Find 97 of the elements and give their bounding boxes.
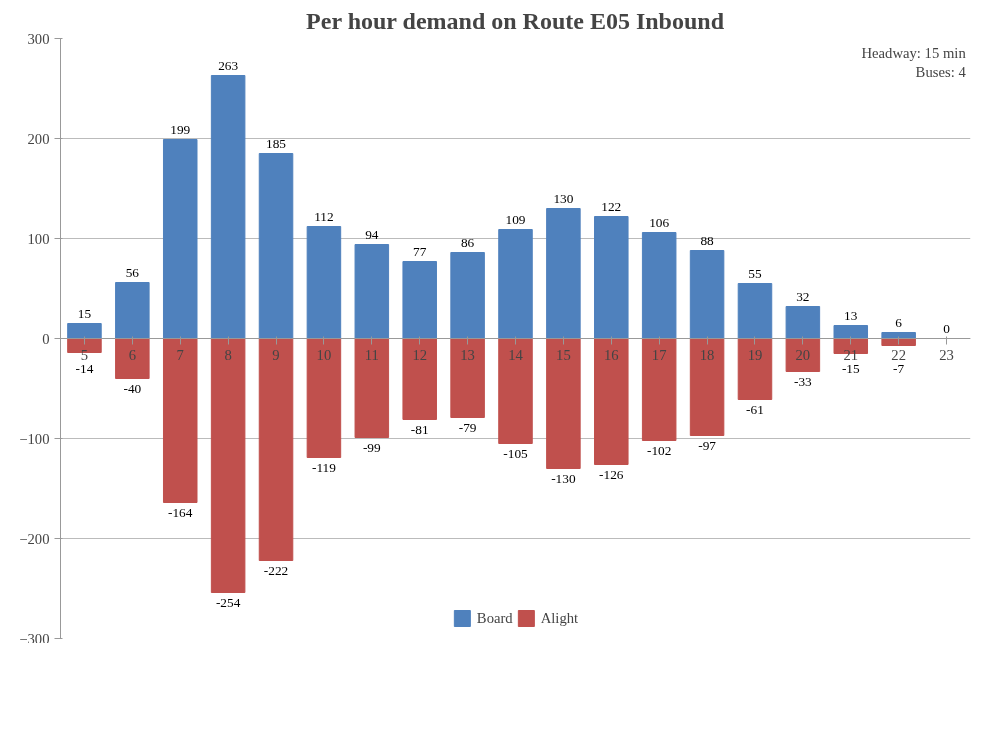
bar	[737, 283, 773, 339]
y-tick-label: 0	[42, 330, 50, 347]
bar	[546, 338, 581, 469]
data-label: 86	[460, 234, 475, 250]
bar	[210, 75, 246, 339]
bar	[689, 250, 725, 339]
x-tick-label: 9	[272, 346, 280, 363]
bar	[210, 338, 246, 593]
x-tick-label: 16	[603, 346, 619, 363]
data-label: 199	[170, 121, 191, 137]
x-tick-label: 22	[891, 346, 906, 363]
annotation: Headway: 15 min Buses: 4	[861, 44, 967, 80]
bar	[354, 338, 390, 438]
data-label: 185	[266, 135, 287, 151]
data-label: -33	[793, 373, 813, 389]
data-label: -40	[123, 380, 142, 396]
data-label: -164	[168, 504, 193, 520]
bar	[641, 338, 677, 441]
bar	[402, 261, 437, 339]
data-label: 15	[77, 305, 92, 321]
bar	[785, 338, 821, 372]
x-tick-label: 23	[939, 346, 954, 363]
bar	[594, 216, 629, 339]
data-label: -61	[746, 401, 764, 417]
data-label: 130	[553, 190, 574, 206]
data-label: -14	[75, 360, 94, 376]
x-tick-label: 17	[651, 346, 667, 363]
data-label: -79	[458, 419, 477, 435]
bar	[689, 338, 725, 436]
x-tick-label: 10	[316, 346, 332, 363]
bar	[115, 282, 150, 339]
data-label: 122	[601, 198, 622, 214]
bar	[162, 338, 198, 503]
data-label: 55	[748, 265, 762, 281]
bar	[833, 325, 869, 339]
bar	[402, 338, 437, 420]
x-tick-label: 7	[176, 346, 184, 363]
x-tick-label: 11	[364, 346, 379, 363]
data-label: -102	[646, 442, 672, 458]
data-label: -105	[503, 445, 529, 461]
bar	[498, 229, 533, 339]
data-label: -254	[215, 594, 241, 610]
data-label: -130	[551, 470, 576, 486]
data-label: -7	[893, 360, 905, 376]
bar	[162, 139, 198, 339]
x-tick-label: 8	[224, 346, 232, 363]
data-label: 112	[314, 208, 334, 224]
data-label: -126	[599, 466, 624, 482]
data-label: 0	[943, 320, 951, 336]
x-tick-label: 13	[460, 346, 475, 363]
bar	[354, 244, 390, 339]
data-label: -119	[311, 459, 337, 475]
x-tick-label: 14	[508, 346, 524, 363]
bar	[258, 153, 294, 339]
data-label: 56	[125, 264, 140, 280]
data-label: 109	[505, 211, 526, 227]
y-tick-label: −200	[19, 530, 50, 547]
bar	[546, 208, 581, 339]
bar	[641, 232, 677, 339]
data-label: -222	[263, 562, 289, 578]
data-label: 77	[413, 243, 427, 259]
y-tick-label: −300	[19, 630, 50, 647]
data-label: -15	[841, 360, 860, 376]
x-tick-label: 18	[699, 346, 715, 363]
x-tick-label: 15	[556, 346, 571, 363]
bar	[115, 338, 150, 379]
data-label: 88	[700, 232, 715, 248]
data-label: 94	[365, 226, 379, 242]
bar	[737, 338, 773, 400]
x-tick-label: 20	[795, 346, 811, 363]
data-label: 13	[844, 307, 858, 323]
bar	[67, 323, 102, 339]
x-tick-label: 12	[412, 346, 428, 363]
bar	[450, 252, 485, 339]
data-label: 106	[649, 214, 670, 230]
y-tick-label: −100	[19, 430, 50, 447]
y-tick-label: 300	[27, 30, 50, 47]
y-tick-label: 100	[27, 230, 50, 247]
bar	[258, 338, 294, 561]
data-label: 32	[796, 288, 810, 304]
bar	[306, 338, 342, 458]
y-tick-label: 200	[27, 130, 50, 147]
legend-label: Board	[476, 609, 513, 627]
chart-title: Per hour demand on Route E05 Inbound	[306, 7, 725, 34]
data-label: 6	[895, 314, 903, 330]
data-label: -97	[698, 437, 717, 453]
bar	[450, 338, 485, 418]
bar	[785, 306, 821, 339]
legend-label: Alight	[540, 609, 579, 627]
data-label: -81	[410, 421, 429, 437]
data-label: 263	[218, 57, 239, 73]
x-tick-label: 19	[747, 346, 763, 363]
bar	[306, 226, 342, 339]
bar	[498, 338, 533, 444]
bar	[594, 338, 629, 465]
x-tick-label: 6	[128, 346, 137, 363]
data-label: -99	[362, 439, 382, 455]
